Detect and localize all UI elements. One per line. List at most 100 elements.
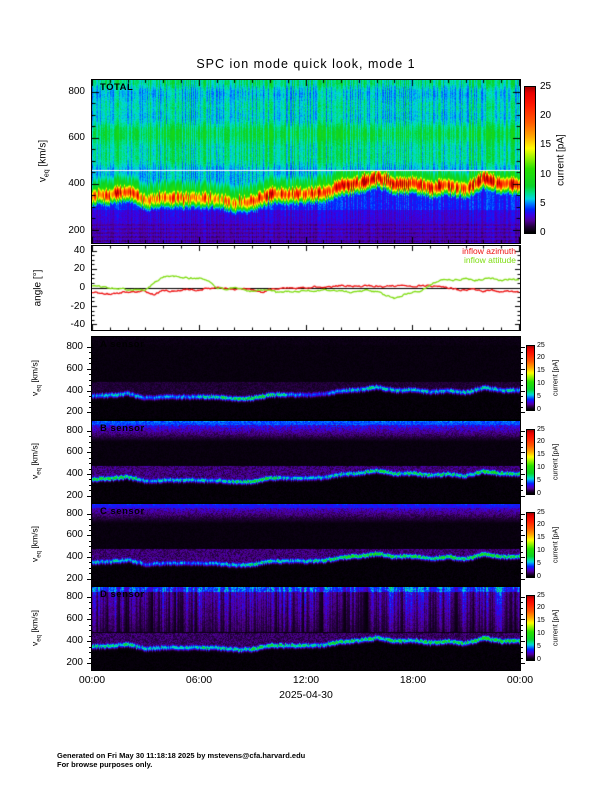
sensor-tick-mark [521, 463, 523, 464]
sensor-tick-mark [87, 474, 91, 475]
c-sensor-y-tick-200: 200 [66, 572, 83, 584]
c-sensor-y-tick-800: 800 [66, 507, 83, 519]
c-colorbar-tick-15: 15 [537, 534, 545, 542]
d-sensor-y-tick-800: 800 [66, 590, 83, 602]
sensor-tick-mark [89, 363, 91, 364]
sensor-b-colorbar-label: current [pA] [552, 443, 560, 481]
legend-inflow-attitude: inflow attitude [464, 255, 516, 265]
sensor-c-canvas [92, 504, 520, 585]
sensor-tick-mark [521, 458, 523, 459]
sensor-tick-mark [521, 557, 525, 558]
sensor-d-label: D sensor [100, 589, 145, 600]
sensor-c-panel: C sensor [91, 503, 521, 586]
sensor-tick-mark [521, 485, 523, 486]
sensor-tick-mark [89, 530, 91, 531]
x-axis-tick-2: 12:00 [292, 674, 320, 686]
a-colorbar-tick-15: 15 [537, 367, 545, 375]
d-sensor-y-tick-400: 400 [66, 635, 83, 647]
velocity-symbol: v [29, 557, 40, 562]
a-colorbar-tick-20: 20 [537, 354, 545, 362]
total-colorbar-tick-15: 15 [540, 139, 552, 151]
page-title: SPC ion mode quick look, mode 1 [196, 57, 416, 71]
x-axis-tick-4: 00:00 [506, 674, 534, 686]
sensor-tick-mark [521, 407, 523, 408]
c-sensor-y-tick-400: 400 [66, 550, 83, 562]
x-axis-tick-1: 06:00 [185, 674, 213, 686]
sensor-tick-mark [89, 602, 91, 603]
sensor-c-colorbar-label: current [pA] [552, 526, 560, 564]
sensor-tick-mark [89, 541, 91, 542]
c-sensor-y-tick-600: 600 [66, 529, 83, 541]
sensor-tick-mark [521, 541, 523, 542]
sensor-tick-mark [521, 436, 523, 437]
sensor-a-colorbar-label: current [pA] [552, 359, 560, 397]
footer-generated-line: Generated on Fri May 30 11:18:18 2025 by… [57, 751, 306, 760]
sensor-a-label: A sensor [100, 339, 145, 350]
sensor-tick-mark [89, 608, 91, 609]
sensor-tick-mark [87, 369, 91, 370]
a-sensor-y-tick-800: 800 [66, 340, 83, 352]
velocity-subscript: eq [36, 551, 43, 558]
sensor-tick-mark [89, 562, 91, 563]
sensor-tick-mark [521, 496, 525, 497]
sensor-tick-mark [89, 374, 91, 375]
total-colorbar-tick-5: 5 [540, 197, 546, 209]
sensor-a-y-axis-label: veq [km/s] [30, 360, 43, 396]
b-colorbar-tick-25: 25 [537, 425, 545, 433]
velocity-symbol: v [29, 391, 40, 396]
sensor-d-canvas [92, 587, 520, 670]
d-colorbar-tick-25: 25 [537, 591, 545, 599]
sensor-tick-mark [89, 625, 91, 626]
footer-browse-line: For browse purposes only. [57, 760, 153, 769]
sensor-tick-mark [89, 573, 91, 574]
velocity-units: [km/s] [29, 443, 40, 466]
sensor-tick-mark [89, 458, 91, 459]
sensor-tick-mark [89, 614, 91, 615]
d-sensor-y-tick-200: 200 [66, 657, 83, 669]
sensor-c-colorbar [526, 512, 535, 578]
b-sensor-y-tick-400: 400 [66, 467, 83, 479]
sensor-tick-mark [87, 452, 91, 453]
total-colorbar-tick-0: 0 [540, 227, 546, 238]
sensor-tick-mark [89, 352, 91, 353]
sensor-tick-mark [89, 519, 91, 520]
sensor-tick-mark [89, 463, 91, 464]
sensor-tick-mark [521, 552, 523, 553]
velocity-units: [km/s] [29, 610, 40, 633]
b-colorbar-tick-5: 5 [537, 476, 541, 484]
sensor-tick-mark [521, 658, 523, 659]
sensor-d-panel: D sensor [91, 586, 521, 671]
sensor-tick-mark [521, 391, 525, 392]
b-sensor-y-tick-600: 600 [66, 446, 83, 458]
total-panel-label: TOTAL [100, 82, 134, 93]
sensor-a-colorbar [526, 345, 535, 411]
sensor-tick-mark [87, 619, 91, 620]
sensor-tick-mark [89, 447, 91, 448]
velocity-subscript: eq [43, 169, 51, 178]
total-colorbar-tick-10: 10 [540, 168, 552, 180]
sensor-d-colorbar-canvas [527, 596, 534, 660]
sensor-tick-mark [521, 530, 523, 531]
velocity-symbol: v [29, 474, 40, 479]
angle-y-tick--20: -20 [70, 300, 85, 312]
sensor-tick-mark [89, 525, 91, 526]
sensor-tick-mark [89, 630, 91, 631]
sensor-tick-mark [89, 652, 91, 653]
sensor-tick-mark [89, 479, 91, 480]
c-colorbar-tick-20: 20 [537, 521, 545, 529]
total-colorbar-tick-25: 25 [540, 81, 552, 92]
sensor-d-colorbar [526, 595, 535, 661]
sensor-tick-mark [521, 474, 525, 475]
sensor-tick-mark [521, 641, 525, 642]
total-y-tick-800: 800 [68, 85, 85, 97]
sensor-b-label: B sensor [100, 423, 145, 434]
sensor-tick-mark [89, 396, 91, 397]
sensor-b-colorbar-canvas [527, 430, 534, 494]
d-colorbar-tick-0: 0 [537, 655, 541, 663]
sensor-tick-mark [521, 452, 525, 453]
c-colorbar-tick-10: 10 [537, 546, 545, 554]
sensor-tick-mark [521, 619, 525, 620]
angle-legend: inflow azimuth inflow attitude [300, 247, 516, 265]
sensor-tick-mark [87, 579, 91, 580]
